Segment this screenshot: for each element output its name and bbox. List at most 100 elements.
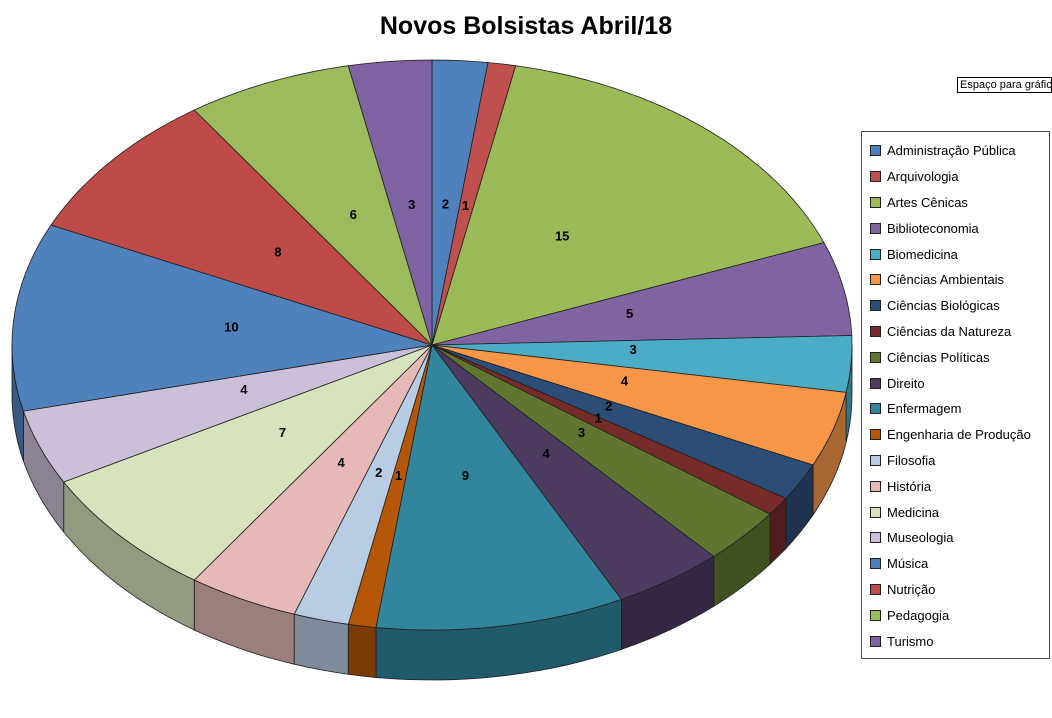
pie-value-label: 2	[605, 399, 612, 414]
legend-swatch	[870, 429, 881, 441]
legend-item[interactable]: Ciências Ambientais	[870, 267, 1049, 293]
pie-slice[interactable]	[431, 335, 853, 393]
legend-label: Biomedicina	[887, 246, 958, 262]
pie-slice-side[interactable]	[347, 623, 377, 678]
pie-slice[interactable]	[431, 344, 771, 557]
legend-item[interactable]: Administração Pública	[870, 138, 1049, 164]
legend-swatch	[870, 377, 881, 389]
legend-label: Ciências Ambientais	[887, 272, 1005, 288]
pie-value-label: 4	[337, 455, 345, 470]
legend: Administração Pública Arquivologia Artes C…	[861, 131, 1050, 659]
pie-slice[interactable]	[193, 65, 433, 346]
pie-slice[interactable]	[22, 344, 433, 483]
legend-label: Ciências Políticas	[887, 349, 990, 365]
pie-value-label: 3	[629, 342, 636, 357]
pie-value-label: 8	[274, 245, 281, 260]
legend-label: Engenharia de Produção	[887, 427, 1031, 443]
pie-slice[interactable]	[431, 344, 715, 600]
pie-value-label: 6	[350, 207, 357, 222]
pie-value-label: 5	[626, 306, 633, 321]
legend-swatch	[870, 480, 881, 492]
pie-value-label: 3	[408, 197, 415, 212]
legend-swatch	[870, 196, 881, 208]
pie-slice[interactable]	[431, 344, 847, 466]
legend-label: Arquivologia	[887, 169, 959, 185]
legend-label: Artes Cênicas	[887, 194, 968, 210]
pie-value-label: 1	[595, 410, 602, 425]
legend-label: Turismo	[887, 633, 934, 649]
legend-swatch	[870, 609, 881, 621]
legend-swatch	[870, 325, 881, 337]
legend-label: Filosofia	[887, 452, 936, 468]
legend-label: Museologia	[887, 530, 954, 546]
pie-value-label: 4	[621, 374, 629, 389]
legend-label: Administração Pública	[887, 143, 1016, 159]
legend-item[interactable]: Engenharia de Produção	[870, 422, 1049, 448]
legend-swatch	[870, 532, 881, 544]
legend-swatch	[870, 300, 881, 312]
legend-swatch	[870, 274, 881, 286]
legend-item[interactable]: Ciências Biológicas	[870, 293, 1049, 319]
legend-swatch	[870, 635, 881, 647]
legend-swatch	[870, 351, 881, 363]
chart-title: Novos Bolsistas Abril/18	[379, 12, 673, 40]
pie-slice[interactable]	[63, 344, 433, 581]
pie-value-label: 10	[224, 319, 238, 334]
pie-slice[interactable]	[375, 344, 623, 631]
legend-item[interactable]: Ciências Políticas	[870, 344, 1049, 370]
legend-item[interactable]: História	[870, 473, 1049, 499]
legend-label: Medicina	[887, 504, 940, 520]
legend-swatch	[870, 145, 881, 157]
legend-swatch	[870, 222, 881, 234]
pie-slice[interactable]	[193, 344, 433, 615]
pie-slice[interactable]	[431, 242, 853, 346]
legend-label: Ciências da Natureza	[887, 323, 1012, 339]
legend-swatch	[870, 558, 881, 570]
legend-label: Enfermagem	[887, 401, 962, 417]
legend-swatch	[870, 506, 881, 518]
legend-label: Nutrição	[887, 581, 936, 597]
pie-slice[interactable]	[347, 59, 433, 346]
pie-value-label: 9	[462, 468, 469, 483]
pie-value-label: 7	[279, 425, 286, 440]
legend-label: História	[887, 478, 932, 494]
legend-label: Ciências Biológicas	[887, 298, 1000, 314]
legend-label: Biblioteconomia	[887, 220, 979, 236]
legend-swatch	[870, 583, 881, 595]
pie-value-label: 3	[578, 425, 585, 440]
legend-item[interactable]: Ciências da Natureza	[870, 319, 1049, 345]
legend-item[interactable]: Turismo	[870, 628, 1049, 654]
legend-label: Música	[887, 556, 929, 572]
legend-item[interactable]: Música	[870, 551, 1049, 577]
legend-item[interactable]: Enfermagem	[870, 396, 1049, 422]
legend-item[interactable]: Artes Cênicas	[870, 190, 1049, 216]
legend-item[interactable]: Arquivologia	[870, 164, 1049, 190]
pie-slice[interactable]	[11, 224, 433, 412]
pie-value-label: 1	[395, 468, 402, 483]
legend-item[interactable]: Biblioteconomia	[870, 215, 1049, 241]
pie-slice[interactable]	[431, 65, 825, 346]
pie-value-label: 4	[542, 446, 550, 461]
pie-value-label: 4	[240, 382, 248, 397]
legend-item[interactable]: Biomedicina	[870, 241, 1049, 267]
pie-value-label: 2	[442, 197, 449, 212]
pie-value-label: 1	[462, 198, 469, 213]
pie-slice[interactable]	[50, 109, 433, 346]
legend-item[interactable]: Pedagogia	[870, 602, 1049, 628]
pie-value-label: 15	[555, 229, 569, 244]
legend-swatch	[870, 248, 881, 260]
chart-spacer-textbox[interactable]: Espaço para gráfic	[957, 77, 1052, 93]
legend-label: Direito	[887, 375, 925, 391]
legend-item[interactable]: Museologia	[870, 525, 1049, 551]
legend-swatch	[870, 403, 881, 415]
legend-item[interactable]: Direito	[870, 370, 1049, 396]
legend-swatch	[870, 454, 881, 466]
pie-value-label: 2	[375, 465, 382, 480]
legend-swatch	[870, 171, 881, 183]
legend-label: Pedagogia	[887, 607, 950, 623]
legend-item[interactable]: Medicina	[870, 499, 1049, 525]
legend-item[interactable]: Filosofia	[870, 448, 1049, 474]
legend-item[interactable]: Nutrição	[870, 577, 1049, 603]
legend-list: Administração Pública Arquivologia Artes C…	[870, 138, 1049, 654]
